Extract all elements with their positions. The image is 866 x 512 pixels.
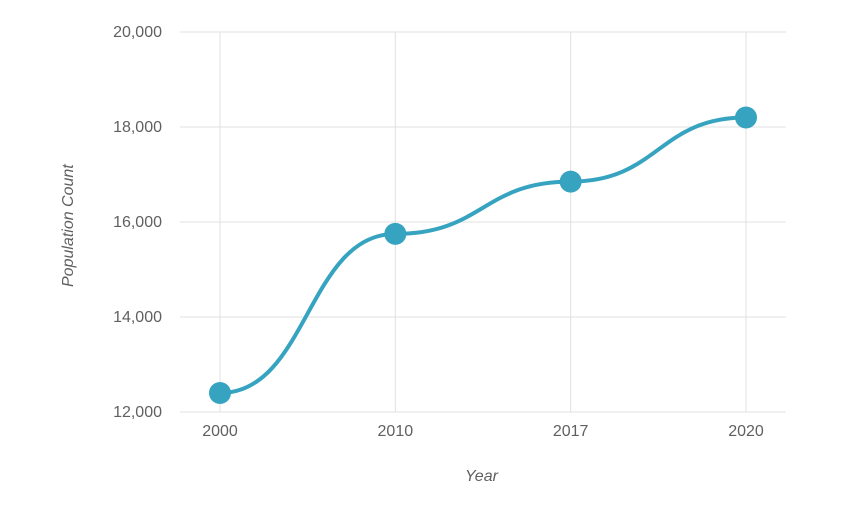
- y-tick-label: 14,000: [113, 309, 162, 326]
- series-line: [220, 118, 746, 394]
- data-point-marker: [209, 382, 231, 404]
- x-tick-label: 2010: [378, 423, 414, 440]
- line-chart: 12,000 14,000 16,000 18,000 20,000 2000 2010 20…: [0, 0, 866, 512]
- y-tick-label: 18,000: [113, 119, 162, 136]
- y-axis-label: Population Count: [60, 164, 78, 287]
- x-tick-label: 2017: [553, 423, 589, 440]
- data-point-marker: [735, 107, 757, 129]
- y-tick-label: 16,000: [113, 214, 162, 231]
- x-tick-label: 2020: [728, 423, 764, 440]
- data-point-marker: [384, 223, 406, 245]
- chart-svg: 12,000 14,000 16,000 18,000 20,000 2000 2010 20…: [0, 0, 866, 512]
- x-axis-label: Year: [465, 468, 498, 486]
- data-point-marker: [560, 171, 582, 193]
- y-tick-label: 20,000: [113, 24, 162, 41]
- y-tick-label: 12,000: [113, 404, 162, 421]
- x-tick-label: 2000: [202, 423, 238, 440]
